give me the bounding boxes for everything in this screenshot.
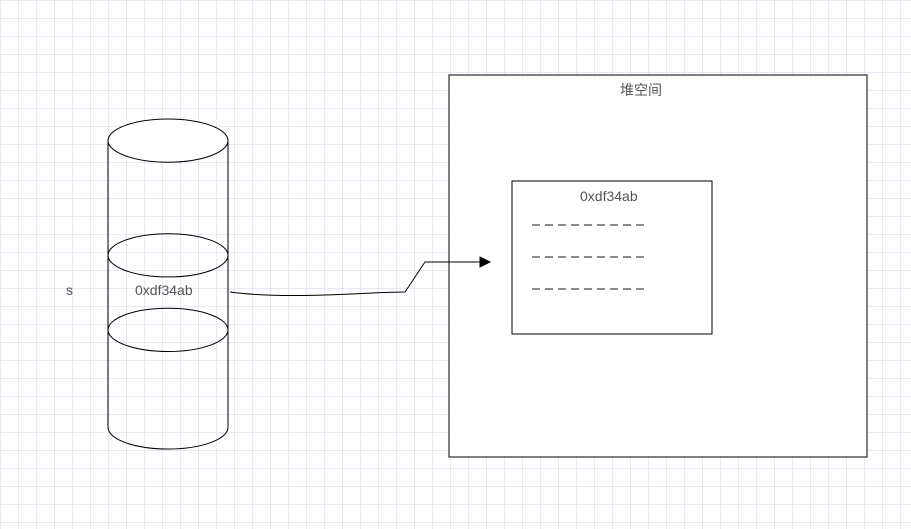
- diagram-canvas: s 0xdf34ab 堆空间 0xdf34ab: [0, 0, 911, 529]
- variable-name-s: s: [66, 282, 73, 298]
- stack-address-label: 0xdf34ab: [135, 282, 193, 298]
- heap-title-label: 堆空间: [620, 80, 662, 100]
- diagram-svg: [0, 0, 911, 529]
- heap-object-address-label: 0xdf34ab: [580, 188, 638, 204]
